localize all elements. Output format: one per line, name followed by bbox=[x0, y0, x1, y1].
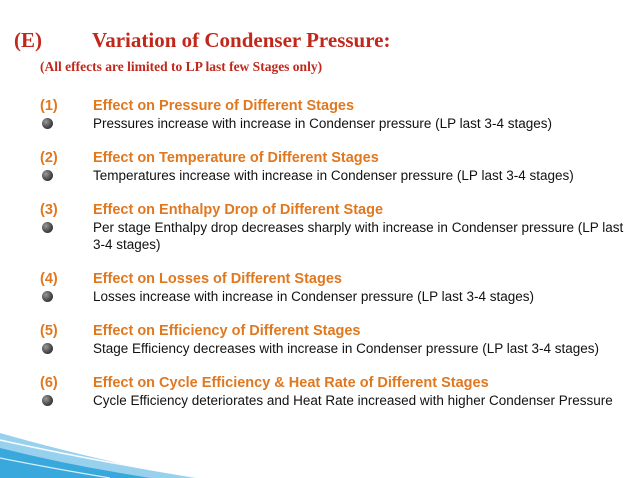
item-heading-text: Effect on Pressure of Different Stages bbox=[93, 98, 355, 114]
item-number: (6) bbox=[40, 375, 58, 391]
item-bullet-line: Losses increase with increase in Condens… bbox=[40, 288, 634, 305]
item-number: (5) bbox=[40, 323, 58, 339]
item-bullet-line: Temperatures increase with increase in C… bbox=[40, 167, 634, 184]
item-number: (1) bbox=[40, 98, 58, 114]
bullet-icon bbox=[42, 343, 53, 354]
list-item: (3) Effect on Enthalpy Drop of Different … bbox=[40, 201, 634, 253]
list-item: (1) Effect on Pressure of Different Stage… bbox=[40, 97, 634, 132]
item-text: Pressures increase with increase in Cond… bbox=[93, 116, 552, 131]
item-number: (4) bbox=[40, 271, 58, 287]
item-heading: (1) Effect on Pressure of Different Stage… bbox=[40, 97, 634, 115]
corner-wave-decoration bbox=[0, 433, 201, 478]
title-text: Variation of Condenser Pressure: bbox=[92, 28, 391, 52]
slide-title: (E) Variation of Condenser Pressure: bbox=[14, 28, 390, 53]
bullet-icon bbox=[42, 118, 53, 129]
list-item: (6) Effect on Cycle Efficiency & Heat Rat… bbox=[40, 374, 634, 409]
bullet-icon bbox=[42, 291, 53, 302]
item-text: Temperatures increase with increase in C… bbox=[93, 168, 574, 183]
item-heading: (3) Effect on Enthalpy Drop of Different … bbox=[40, 201, 634, 219]
item-heading: (5) Effect on Efficiency of Different Sta… bbox=[40, 322, 634, 340]
item-text: Cycle Efficiency deteriorates and Heat R… bbox=[93, 393, 613, 408]
item-heading-text: Effect on Temperature of Different Stage… bbox=[93, 150, 379, 166]
item-heading-text: Effect on Losses of Different Stages bbox=[93, 271, 342, 287]
list-item: (5) Effect on Efficiency of Different Sta… bbox=[40, 322, 634, 357]
item-heading-text: Effect on Cycle Efficiency & Heat Rate o… bbox=[93, 375, 489, 391]
slide-subtitle: (All effects are limited to LP last few … bbox=[40, 59, 323, 74]
item-heading: (6) Effect on Cycle Efficiency & Heat Rat… bbox=[40, 374, 634, 392]
bullet-icon bbox=[42, 395, 53, 406]
item-number: (2) bbox=[40, 150, 58, 166]
item-number: (3) bbox=[40, 202, 58, 218]
item-text: Losses increase with increase in Condens… bbox=[93, 289, 534, 304]
item-text: Stage Efficiency decreases with increase… bbox=[93, 341, 600, 356]
effects-list: (1) Effect on Pressure of Different Stage… bbox=[40, 97, 634, 426]
list-item: (4) Effect on Losses of Different Stages … bbox=[40, 270, 634, 305]
item-bullet-line: Stage Efficiency decreases with increase… bbox=[40, 340, 634, 357]
item-bullet-line: Per stage Enthalpy drop decreases sharpl… bbox=[40, 219, 634, 253]
item-heading-text: Effect on Efficiency of Different Stages bbox=[93, 323, 361, 339]
item-bullet-line: Pressures increase with increase in Cond… bbox=[40, 115, 634, 132]
item-bullet-line: Cycle Efficiency deteriorates and Heat R… bbox=[40, 392, 634, 409]
item-heading: (4) Effect on Losses of Different Stages bbox=[40, 270, 634, 288]
item-text: Per stage Enthalpy drop decreases sharpl… bbox=[93, 220, 624, 252]
list-item: (2) Effect on Temperature of Different St… bbox=[40, 149, 634, 184]
item-heading-text: Effect on Enthalpy Drop of Different Sta… bbox=[93, 202, 384, 218]
item-heading: (2) Effect on Temperature of Different St… bbox=[40, 149, 634, 167]
bullet-icon bbox=[42, 170, 53, 181]
title-number: (E) bbox=[14, 28, 42, 52]
bullet-icon bbox=[42, 222, 53, 233]
